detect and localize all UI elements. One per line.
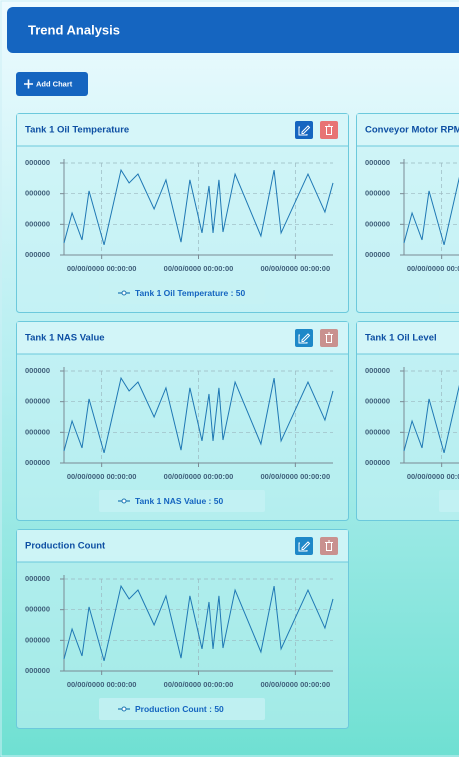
delete-icon — [325, 124, 333, 135]
data-line — [403, 384, 459, 454]
add-chart-button[interactable]: Add Chart — [16, 72, 88, 96]
data-line — [403, 176, 459, 246]
y-tick-label: 000000 — [25, 666, 50, 675]
chart-card: Tank 1 Oil Temperature 000000 000000 000000… — [16, 113, 349, 313]
y-tick-label: 000000 — [365, 366, 390, 375]
y-tick-label: 000000 — [25, 219, 50, 228]
y-tick-label: 000000 — [365, 219, 390, 228]
y-tick-label: 000000 — [25, 366, 50, 375]
delete-button-bg[interactable] — [320, 537, 338, 555]
y-tick-label: 000000 — [25, 427, 50, 436]
header-title: Trend Analysis — [28, 22, 120, 37]
card-title: Tank 1 NAS Value — [25, 333, 105, 344]
legend-box — [439, 282, 459, 304]
y-tick-label: 000000 — [365, 250, 390, 259]
legend-swatch-dot — [121, 498, 127, 504]
card-title: Tank 1 Oil Temperature — [25, 125, 129, 136]
header-bar — [7, 7, 459, 53]
y-tick-label: 000000 — [25, 158, 50, 167]
legend-box — [99, 698, 265, 720]
legend-label: Tank 1 Oil Temperature : 50 — [135, 288, 245, 298]
delete-icon — [325, 332, 333, 343]
delete-button[interactable] — [320, 329, 338, 347]
y-tick-label: 000000 — [25, 250, 50, 259]
edit-button[interactable] — [295, 329, 313, 347]
x-tick-label: 00/00/0000 00:00:00 — [164, 680, 234, 689]
y-tick-label: 000000 — [25, 635, 50, 644]
y-tick-label: 000000 — [25, 605, 50, 614]
chart-card: Tank 1 NAS Value 000000 000000 000000 000000… — [16, 321, 349, 521]
delete-icon — [325, 540, 333, 551]
legend-label: Tank 1 NAS Value : 50 — [135, 496, 223, 506]
data-line — [63, 584, 334, 662]
x-tick-label: 00/00/0000 00:00:00 — [67, 680, 137, 689]
delete-button-bg[interactable] — [320, 329, 338, 347]
x-tick-label: 00/00/0000 00:00:00 — [407, 264, 459, 273]
x-tick-label: 00/00/0000 00:00:00 — [407, 472, 459, 481]
x-tick-label: 00/00/0000 00:00:00 — [67, 264, 137, 273]
chart-card: Conveyor Motor RPM 000000 000000 000000 0000… — [356, 113, 459, 313]
legend-box — [439, 490, 459, 512]
delete-button[interactable] — [320, 537, 338, 555]
data-line — [63, 168, 334, 246]
card-title: Production Count — [25, 541, 106, 552]
edit-icon — [298, 333, 311, 344]
y-tick-label: 000000 — [365, 158, 390, 167]
legend-label: Production Count : 50 — [135, 704, 224, 714]
edit-button[interactable] — [295, 537, 313, 555]
data-line — [63, 376, 334, 454]
y-tick-label: 000000 — [365, 397, 390, 406]
legend-box — [99, 282, 265, 304]
legend-swatch-dot — [121, 706, 127, 712]
y-tick-label: 000000 — [25, 574, 50, 583]
x-tick-label: 00/00/0000 00:00:00 — [67, 472, 137, 481]
y-tick-label: 000000 — [25, 458, 50, 467]
y-tick-label: 000000 — [25, 189, 50, 198]
card-header — [17, 322, 348, 354]
legend-swatch-dot — [121, 290, 127, 296]
card-title: Tank 1 Oil Level — [365, 333, 437, 344]
plus-icon — [24, 79, 33, 89]
delete-button-bg[interactable] — [320, 121, 338, 139]
button-bg[interactable] — [16, 72, 88, 96]
y-tick-label: 000000 — [365, 458, 390, 467]
chart-card: Tank 1 Oil Level 000000 000000 000000 000000… — [356, 321, 459, 521]
x-tick-label: 00/00/0000 00:00:00 — [164, 472, 234, 481]
card-header — [357, 322, 459, 354]
card-header — [17, 114, 348, 146]
x-tick-label: 00/00/0000 00:00:00 — [261, 264, 331, 273]
y-tick-label: 000000 — [365, 427, 390, 436]
edit-icon — [298, 541, 311, 552]
x-tick-label: 00/00/0000 00:00:00 — [261, 680, 331, 689]
x-tick-label: 00/00/0000 00:00:00 — [164, 264, 234, 273]
y-tick-label: 000000 — [365, 189, 390, 198]
x-tick-label: 00/00/0000 00:00:00 — [261, 472, 331, 481]
edit-icon — [298, 125, 311, 136]
card-title: Conveyor Motor RPM — [365, 125, 459, 136]
chart-card: Production Count 000000 000000 000000 000000… — [16, 529, 349, 729]
card-header — [17, 530, 348, 562]
card-header — [357, 114, 459, 146]
edit-button[interactable] — [295, 121, 313, 139]
y-tick-label: 000000 — [25, 397, 50, 406]
button-label[interactable]: Add Chart — [36, 79, 73, 88]
legend-box — [99, 490, 265, 512]
delete-button[interactable] — [320, 121, 338, 139]
